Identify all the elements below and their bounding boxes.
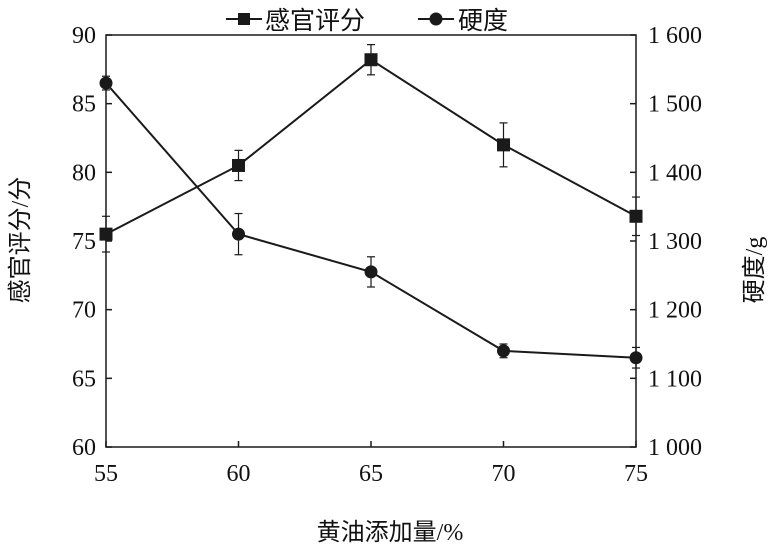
left-y-tick-label: 70 [72,298,96,324]
left-y-axis-label: 感官评分/分 [7,177,34,304]
left-y-tick-label: 90 [72,23,96,49]
right-y-tick-label: 1 100 [648,366,702,392]
right-y-tick-label: 1 200 [648,298,702,324]
left-y-tick-label: 80 [72,160,96,186]
left-y-tick-label: 75 [72,229,96,255]
plot-frame [105,34,637,448]
legend: 感官评分 硬度 [226,7,508,35]
x-tick-label: 75 [624,461,648,487]
data-point-square [232,158,245,172]
legend-circle-marker [429,12,443,26]
legend-label-sensory: 感官评分 [265,7,365,35]
marks [99,44,643,369]
data-point-square [497,138,510,152]
x-tick-label: 55 [94,461,118,487]
data-point-circle [99,76,113,90]
data-point-square [364,53,378,67]
x-tick-label: 70 [492,461,516,487]
left-y-tick-label: 65 [72,366,96,392]
data-point-circle [629,351,643,365]
left-y-tick-label: 60 [72,435,96,461]
data-point-circle [364,265,378,279]
x-tick-label: 65 [359,461,383,487]
right-y-tick-label: 1 000 [648,435,702,461]
right-y-axis-label: 硬度/g [741,237,768,304]
legend-square-marker [238,13,250,25]
left-y-tick-label: 85 [72,92,96,118]
data-point-circle [497,344,510,358]
series-line-0 [105,58,637,236]
data-point-square [629,209,643,223]
right-y-tick-label: 1 600 [648,23,702,49]
series-line-1 [105,82,637,359]
x-tick-label: 60 [227,461,251,487]
right-y-tick-label: 1 400 [648,160,702,186]
data-point-circle [232,227,245,241]
data-point-square [99,227,113,241]
x-axis-label: 黄油添加量/% [317,519,464,546]
right-y-tick-label: 1 500 [648,92,702,118]
right-y-tick-label: 1 300 [648,229,702,255]
legend-label-hardness: 硬度 [458,7,508,35]
